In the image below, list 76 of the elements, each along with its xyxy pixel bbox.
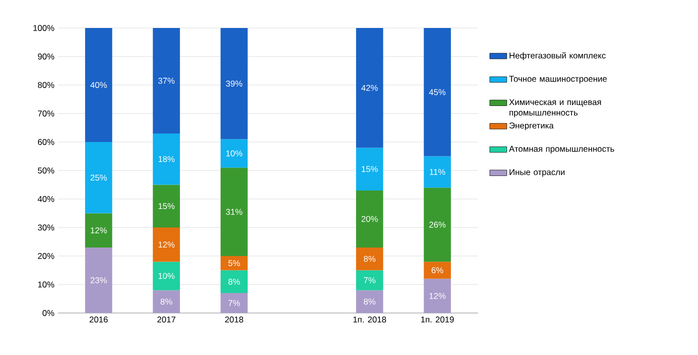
bar [424, 28, 451, 156]
x-tick-label: 2018 [225, 316, 244, 323]
data-label: 8% [364, 256, 376, 262]
x-tick-label: 2016 [90, 316, 108, 323]
data-label: 31% [226, 208, 242, 215]
data-label: 7% [228, 300, 240, 306]
data-label: 15% [362, 166, 378, 172]
data-label: 5% [228, 260, 240, 266]
bar [356, 270, 384, 290]
data-label: 18% [158, 156, 175, 162]
bar [356, 290, 384, 313]
y-tick-label: 90% [38, 54, 54, 60]
bar [424, 262, 451, 279]
bar [85, 247, 112, 313]
bar [152, 184, 180, 228]
data-label: 25% [90, 174, 107, 181]
data-label: 12% [158, 242, 175, 248]
data-label: 10% [226, 150, 242, 156]
data-label: 45% [429, 89, 446, 96]
data-label: 40% [90, 82, 107, 88]
y-tick-label: 0% [42, 310, 54, 316]
bar [356, 247, 384, 270]
legend-label: Энергетика [509, 122, 554, 130]
bar [85, 213, 112, 248]
data-label: 42% [361, 84, 378, 91]
legend-label: Химическая и пищевая промышленность [509, 99, 601, 118]
data-label: 12% [90, 227, 107, 234]
bar [152, 133, 180, 185]
bar [152, 228, 180, 262]
legend-label: Атомная промышленность [509, 146, 614, 154]
y-tick-label: 60% [38, 139, 54, 145]
bar [220, 168, 248, 256]
y-tick-label: 100% [33, 25, 54, 31]
data-label: 26% [429, 222, 446, 228]
bar [85, 28, 112, 142]
data-label: 39% [226, 80, 242, 87]
x-tick-label: 1п. 2019 [421, 316, 454, 323]
y-tick-label: 30% [38, 224, 54, 230]
bar [85, 142, 112, 214]
bar [152, 290, 180, 313]
y-tick-label: 50% [38, 168, 54, 174]
data-label: 20% [362, 216, 378, 222]
bar [356, 190, 384, 248]
bar [356, 28, 384, 148]
bar [220, 28, 248, 140]
bar [220, 256, 248, 270]
data-label: 11% [430, 168, 446, 175]
x-tick-label: 1п. 2018 [353, 316, 386, 323]
data-label: 23% [90, 277, 107, 284]
data-label: 7% [364, 277, 376, 284]
bar [152, 28, 180, 134]
y-tick-label: 80% [38, 82, 54, 88]
data-label: 12% [430, 292, 446, 299]
data-label: 8% [364, 298, 376, 305]
y-tick-label: 10% [38, 282, 54, 288]
y-tick-label: 70% [38, 110, 54, 116]
bar [220, 270, 248, 294]
bar [424, 156, 451, 188]
data-label: 8% [160, 298, 172, 305]
data-label: 10% [158, 272, 175, 279]
bar [356, 148, 384, 190]
bar [220, 139, 248, 168]
x-tick-label: 2017 [157, 316, 176, 323]
bar [152, 262, 180, 290]
legend-label: Точное машиностроение [509, 76, 607, 84]
data-label: 6% [432, 267, 444, 274]
data-label: 37% [158, 78, 175, 84]
data-label: 8% [228, 278, 240, 285]
data-label: 15% [158, 203, 175, 210]
legend-label: Нефтегазовый комплекс [510, 52, 606, 60]
bar [220, 293, 248, 313]
bar [424, 278, 451, 313]
y-tick-label: 20% [38, 253, 54, 259]
bar [424, 188, 451, 262]
legend-label: Иные отрасли [510, 169, 565, 177]
y-tick-label: 40% [38, 196, 54, 202]
